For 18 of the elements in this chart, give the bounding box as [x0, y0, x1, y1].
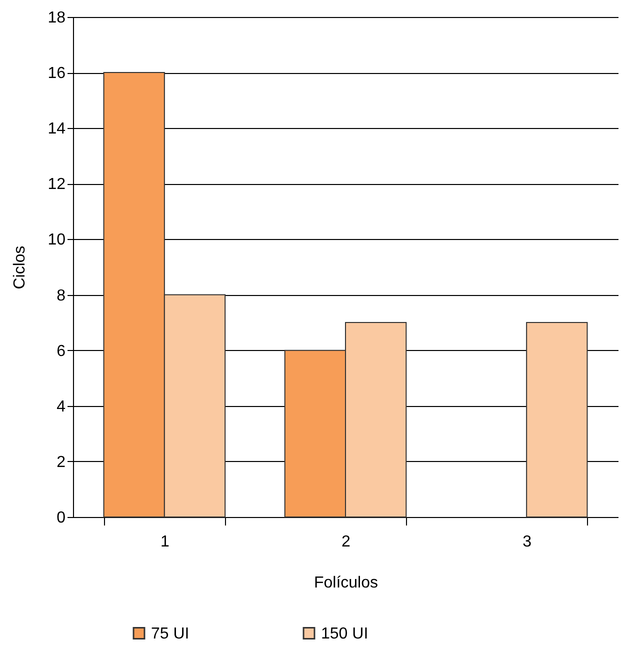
- y-tick-label: 18: [48, 10, 66, 26]
- x-axis-title: Folículos: [314, 574, 378, 592]
- y-tick-label: 14: [48, 120, 66, 138]
- y-tick-label: 6: [56, 342, 66, 360]
- y-axis-title: Ciclos: [12, 246, 29, 290]
- x-tick-label: 3: [522, 534, 532, 550]
- bar: [526, 322, 588, 518]
- x-tick-label: 1: [160, 534, 170, 550]
- y-tick-label: 16: [48, 65, 66, 82]
- y-tick-label: 10: [48, 232, 66, 249]
- legend-label: 150 UI: [321, 625, 368, 642]
- y-tick-label: 2: [56, 454, 66, 471]
- x-tick-label: 2: [342, 534, 351, 550]
- y-tick-label: 12: [48, 176, 66, 194]
- y-tick-label: 0: [56, 510, 66, 526]
- y-tick-label: 4: [56, 398, 66, 416]
- legend-label: 75 UI: [151, 625, 190, 642]
- y-tick-label: 8: [56, 287, 66, 304]
